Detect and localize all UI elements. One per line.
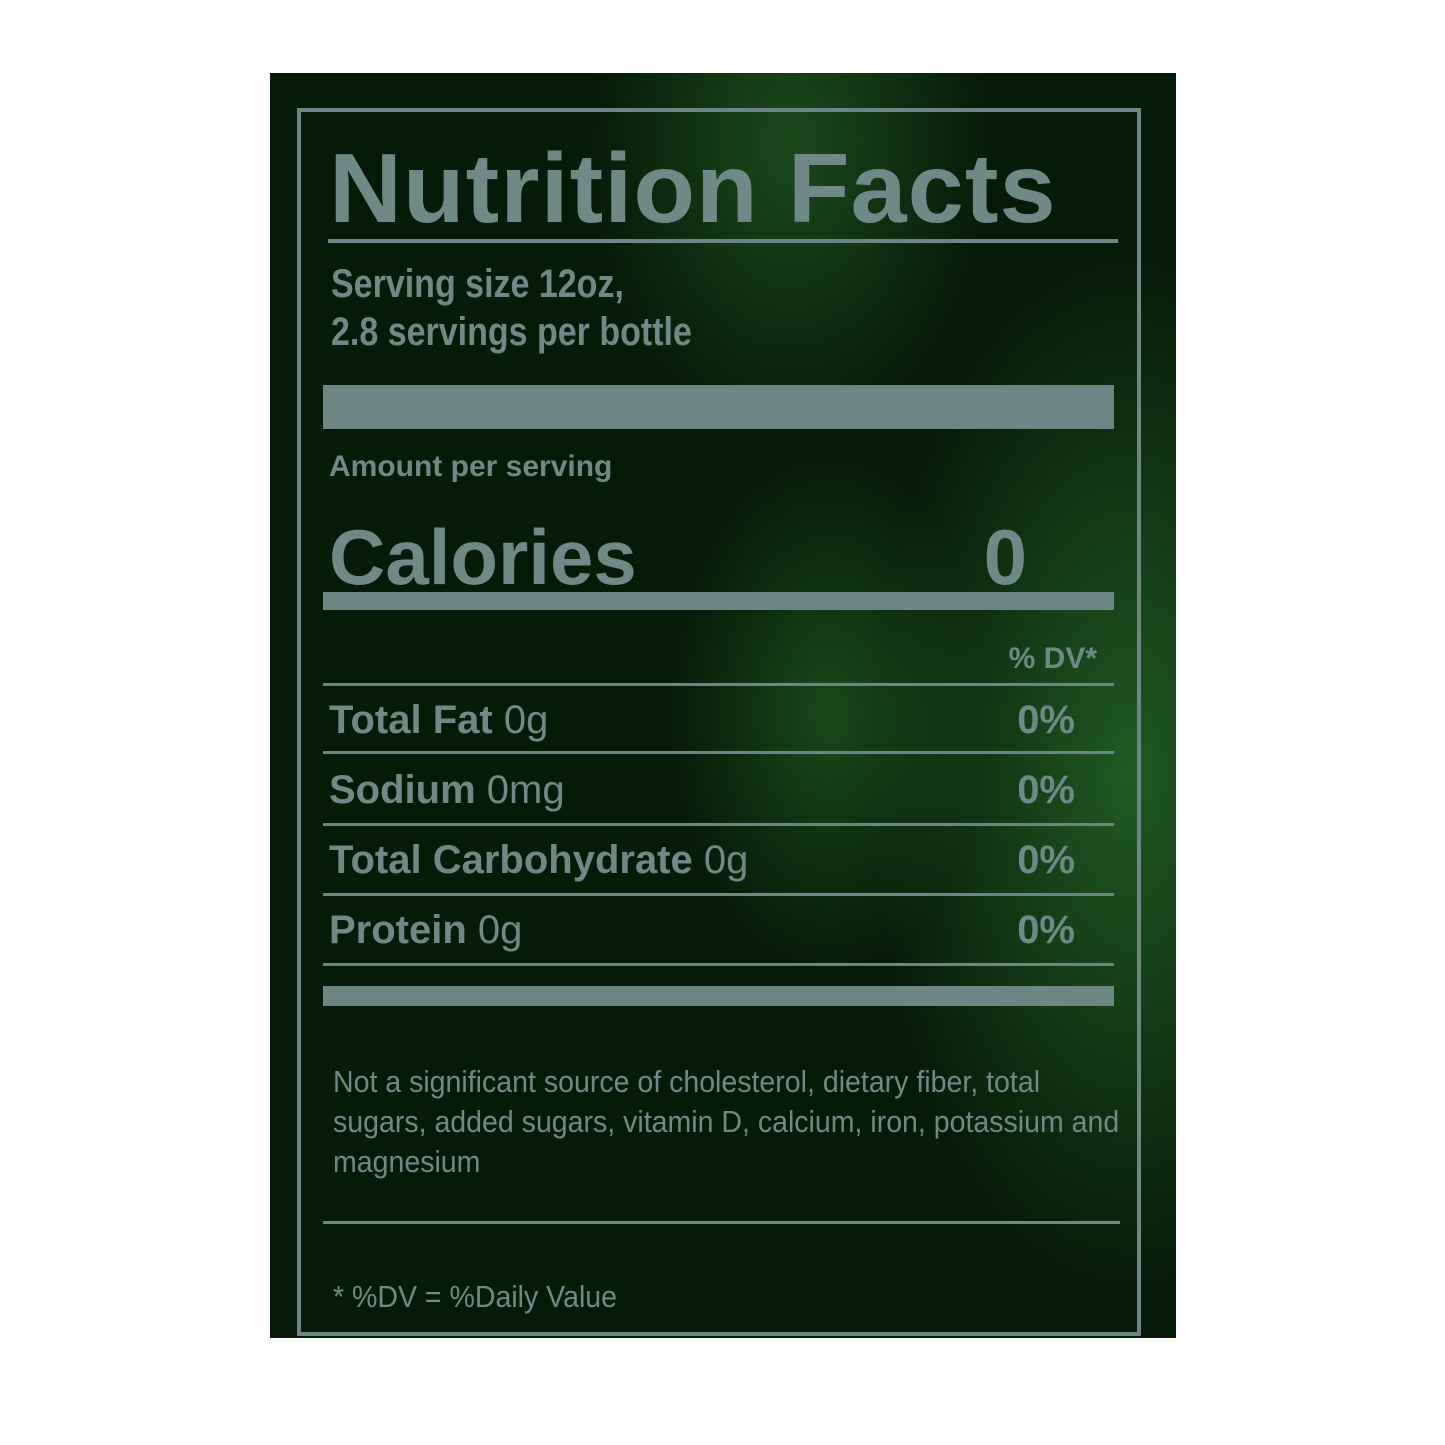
- dv-header: % DV*: [1008, 642, 1097, 675]
- footnote: * %DV = %Daily Value: [333, 1279, 618, 1314]
- nutrition-label-panel: Nutrition Facts Serving size 12oz, 2.8 s…: [270, 73, 1176, 1338]
- nutrient-dv: 0%: [1017, 838, 1075, 882]
- divider: [323, 823, 1114, 826]
- divider: [323, 963, 1114, 966]
- not-significant-note: Not a significant source of cholesterol,…: [333, 1064, 1120, 1179]
- label-frame: Nutrition Facts Serving size 12oz, 2.8 s…: [297, 108, 1141, 1336]
- thick-divider: [323, 385, 1114, 429]
- nutrient-dv: 0%: [1017, 768, 1075, 812]
- nutrient-row: Protein 0g: [329, 908, 523, 952]
- nutrient-dv: 0%: [1017, 698, 1075, 742]
- divider: [328, 239, 1118, 243]
- serving-size: Serving size 12oz,: [331, 262, 624, 306]
- divider: [323, 751, 1114, 754]
- thick-divider: [323, 986, 1114, 1006]
- calories-value: 0: [983, 513, 1027, 601]
- nutrient-dv: 0%: [1017, 908, 1075, 952]
- calories-label: Calories: [329, 513, 637, 601]
- label-title: Nutrition Facts: [329, 133, 1057, 243]
- nutrient-row: Sodium 0mg: [329, 768, 565, 812]
- servings-per-container: 2.8 servings per bottle: [331, 310, 692, 354]
- divider: [323, 893, 1114, 896]
- divider: [323, 683, 1114, 686]
- thick-divider: [323, 592, 1114, 610]
- nutrient-row: Total Fat 0g: [329, 698, 549, 742]
- nutrient-row: Total Carbohydrate 0g: [329, 838, 749, 882]
- divider: [323, 1221, 1120, 1224]
- amount-per-serving: Amount per serving: [329, 450, 613, 483]
